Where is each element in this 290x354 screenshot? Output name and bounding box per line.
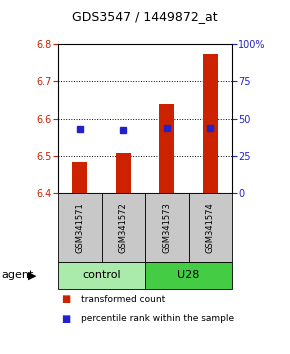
Text: U28: U28: [177, 270, 200, 280]
Text: agent: agent: [1, 270, 34, 280]
Text: transformed count: transformed count: [81, 295, 166, 304]
Text: ■: ■: [61, 294, 70, 304]
Text: control: control: [82, 270, 121, 280]
Text: ■: ■: [61, 314, 70, 324]
Text: GDS3547 / 1449872_at: GDS3547 / 1449872_at: [72, 10, 218, 23]
Text: GSM341572: GSM341572: [119, 202, 128, 253]
Text: ▶: ▶: [28, 270, 36, 280]
Bar: [116, 153, 131, 193]
Text: percentile rank within the sample: percentile rank within the sample: [81, 314, 234, 323]
Bar: [203, 53, 218, 193]
Bar: [72, 162, 87, 193]
Text: GSM341573: GSM341573: [162, 202, 171, 253]
Text: GSM341574: GSM341574: [206, 202, 215, 253]
Text: GSM341571: GSM341571: [75, 202, 84, 253]
Bar: [159, 104, 174, 193]
